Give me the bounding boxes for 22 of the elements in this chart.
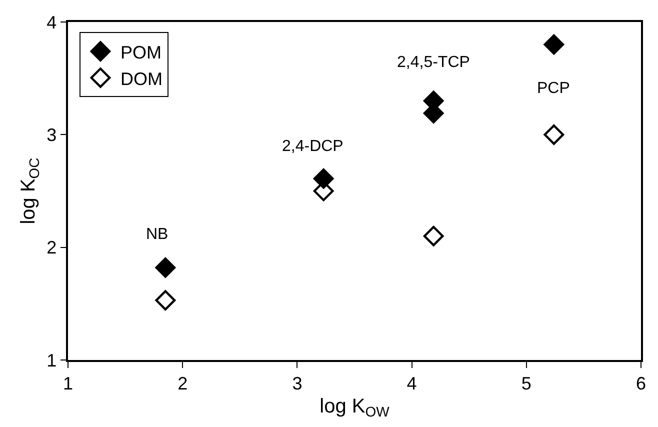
- annotation: NB: [146, 226, 168, 243]
- point: [155, 290, 176, 310]
- y-tick-label: 3: [46, 124, 57, 145]
- x-tick-label: 5: [521, 373, 532, 394]
- x-tick-label: 2: [178, 373, 188, 394]
- x-tick-label: 1: [62, 373, 74, 394]
- x-tick-label: 4: [406, 373, 417, 394]
- x-axis-title: log K$_{OW}$: [320, 395, 390, 420]
- x-tick-label: 6: [636, 373, 646, 394]
- annotation: PCP: [537, 80, 570, 97]
- legend-label: DOM: [120, 68, 162, 89]
- y-tick-label: 1: [46, 350, 57, 370]
- point: [544, 34, 564, 55]
- annotation: 2,4,5-TCP: [397, 54, 470, 71]
- legend-label: POM: [120, 42, 162, 62]
- y-tick-label: 2: [46, 238, 57, 258]
- annotation: 2,4-DCP: [282, 138, 344, 155]
- x-tick-label: 3: [292, 373, 302, 394]
- point: [544, 124, 564, 145]
- point: [423, 226, 444, 246]
- point: [155, 257, 176, 278]
- y-tick-label: 4: [46, 12, 57, 32]
